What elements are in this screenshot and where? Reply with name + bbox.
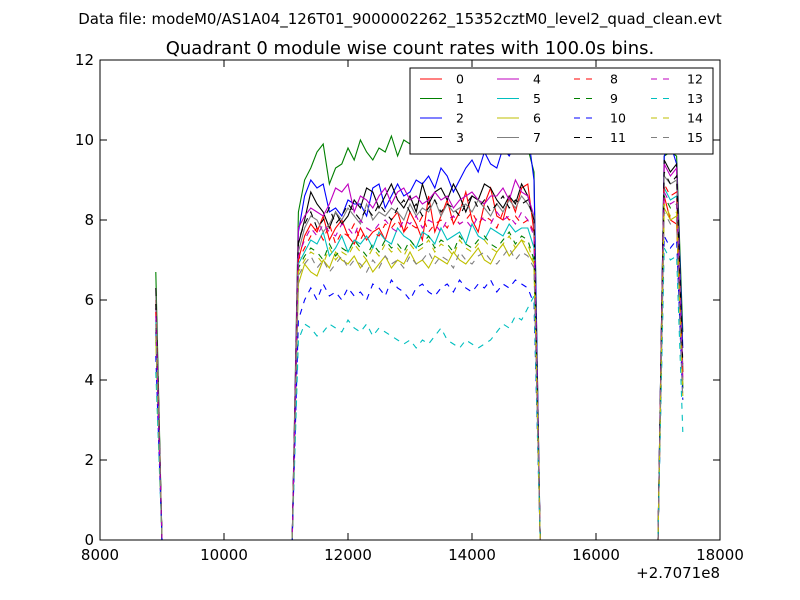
series-line-12 [155,191,684,540]
series-line-7 [155,174,684,540]
y-tick-label: 6 [84,291,94,309]
legend-label-4: 4 [533,72,541,87]
series-line-14 [155,203,684,540]
legend-label-1: 1 [456,91,464,106]
legend-label-10: 10 [610,111,626,126]
series-line-11 [155,171,684,540]
series-line-6 [155,207,684,540]
x-tick-label: 10000 [200,546,248,564]
series-line-15 [155,211,684,540]
series-line-10 [155,235,684,540]
legend-label-6: 6 [533,111,541,126]
y-tick-label: 12 [75,51,94,69]
y-tick-label: 2 [84,451,94,469]
x-offset-label: +2.7071e8 [636,564,720,582]
legend-box [409,67,714,155]
legend-label-3: 3 [456,130,464,145]
x-tick-label: 14000 [448,546,496,564]
legend-label-13: 13 [687,91,703,106]
series-line-13 [155,247,684,540]
chart-suptitle: Data file: modeM0/AS1A04_126T01_90000022… [78,10,722,29]
legend-label-12: 12 [687,72,703,87]
x-tick-label: 12000 [324,546,372,564]
legend-label-8: 8 [610,72,618,87]
legend-label-9: 9 [610,91,618,106]
legend-label-2: 2 [456,111,464,126]
y-tick-label: 0 [84,531,94,549]
series-line-9 [155,195,684,540]
x-tick-label: 18000 [696,546,744,564]
legend-label-15: 15 [687,130,703,145]
y-tick-label: 10 [75,131,94,149]
series-line-0 [155,183,684,540]
y-tick-label: 8 [84,211,94,229]
x-tick-label: 16000 [572,546,620,564]
x-tick-label: 8000 [81,546,119,564]
y-tick-label: 4 [84,371,94,389]
legend-label-11: 11 [610,130,626,145]
series-line-4 [155,163,684,540]
legend-label-0: 0 [456,72,464,87]
legend-label-5: 5 [533,91,541,106]
chart-title: Quadrant 0 module wise count rates with … [166,38,655,59]
legend-label-14: 14 [687,111,703,126]
legend-label-7: 7 [533,130,541,145]
